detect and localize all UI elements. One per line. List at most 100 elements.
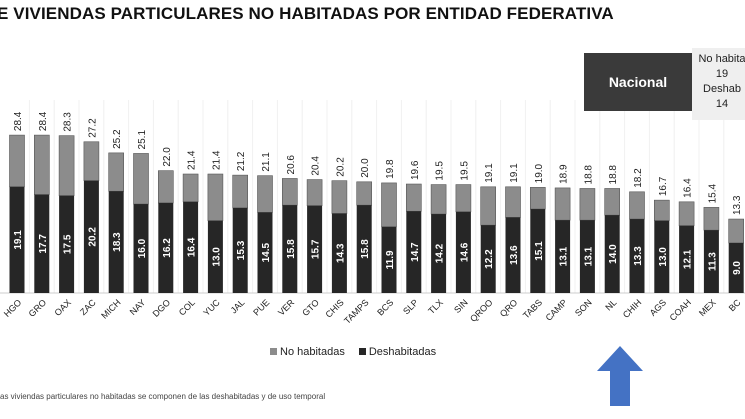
total-label: 16.4 (683, 178, 694, 198)
deshabitadas-label: 15.8 (286, 239, 297, 259)
deshabitadas-label: 9.0 (732, 261, 743, 275)
total-label: 21.4 (187, 150, 198, 170)
deshabitadas-label: 17.7 (38, 234, 49, 254)
deshabitadas-label: 14.7 (410, 242, 421, 262)
bar-no-habitadas (207, 173, 224, 222)
bar-no-habitadas (356, 181, 373, 206)
bar-no-habitadas (306, 179, 323, 207)
nacional-line: No habita (698, 53, 745, 65)
total-label: 28.4 (38, 111, 49, 131)
bar-deshabitadas (183, 201, 199, 293)
deshabitadas-label: 15.1 (534, 241, 545, 261)
bar-no-habitadas (480, 186, 497, 226)
bar-deshabitadas (381, 226, 397, 293)
total-label: 20.2 (335, 157, 346, 177)
deshabitadas-label: 15.3 (236, 240, 247, 260)
bar-no-habitadas (58, 135, 75, 196)
bar-deshabitadas (679, 225, 695, 293)
category-label: MICH (99, 297, 122, 320)
total-label: 25.2 (112, 129, 123, 149)
deshabitadas-label: 15.8 (360, 239, 371, 259)
nacional-button[interactable]: Nacional (584, 53, 692, 111)
bar-deshabitadas (480, 225, 496, 293)
bar-deshabitadas (282, 205, 298, 293)
bar-deshabitadas (703, 230, 719, 293)
category-label: CHIS (324, 297, 346, 319)
bar-deshabitadas (232, 207, 248, 293)
deshabitadas-label: 14.2 (435, 243, 446, 263)
total-label: 19.5 (459, 161, 470, 181)
deshabitadas-label: 19.1 (13, 230, 24, 250)
total-label: 19.6 (410, 160, 421, 180)
deshabitadas-label: 11.3 (707, 252, 718, 271)
bar-no-habitadas (505, 186, 521, 218)
footnote: as viviendas particulares no habitadas s… (0, 392, 326, 401)
bar-deshabitadas (431, 214, 447, 293)
deshabitadas-label: 13.1 (583, 246, 594, 266)
bar-deshabitadas (59, 195, 75, 293)
total-label: 16.7 (658, 176, 669, 196)
category-label: YUC (201, 297, 222, 318)
bar-deshabitadas (207, 220, 223, 293)
bar-deshabitadas (158, 202, 174, 293)
legend: No habitadas Deshabitadas (270, 346, 436, 358)
bar-no-habitadas (430, 184, 447, 215)
bar-no-habitadas (158, 170, 174, 204)
total-label: 13.3 (732, 195, 743, 215)
deshabitadas-label: 15.7 (311, 239, 322, 259)
bar-no-habitadas (33, 134, 50, 195)
bar-no-habitadas (108, 152, 124, 192)
category-label: QROO (468, 297, 495, 324)
bar-no-habitadas (9, 134, 25, 188)
category-label: CHIH (621, 297, 644, 320)
total-label: 22.0 (162, 147, 173, 167)
total-label: 18.2 (633, 168, 644, 188)
deshabitadas-label: 20.2 (87, 227, 98, 247)
deshabitadas-label: 13.6 (509, 245, 520, 265)
bar-deshabitadas (728, 242, 744, 293)
deshabitadas-label: 14.0 (608, 244, 619, 264)
total-label: 21.4 (211, 150, 222, 170)
total-label: 19.1 (484, 163, 495, 183)
category-label: GTO (300, 297, 321, 318)
total-label: 21.1 (261, 152, 272, 172)
deshabitadas-label: 16.0 (137, 238, 148, 258)
category-label: PUE (251, 297, 271, 317)
category-label: COAH (668, 297, 693, 322)
nacional-panel: No habita 19 Deshab 14 (692, 48, 745, 120)
bar-deshabitadas (34, 194, 50, 293)
category-label: NL (603, 297, 618, 312)
deshabitadas-label: 13.0 (211, 247, 222, 267)
deshabitadas-label: 18.3 (112, 232, 123, 252)
deshabitadas-label: 16.4 (187, 237, 198, 257)
legend-item-no-habitadas: No habitadas (270, 346, 345, 358)
deshabitadas-label: 12.2 (484, 249, 495, 269)
bar-no-habitadas (182, 173, 199, 203)
category-label: QRO (498, 297, 520, 319)
nacional-label: Nacional (608, 74, 668, 90)
legend-swatch (270, 348, 277, 355)
bar-deshabitadas (307, 205, 323, 293)
bar-no-habitadas (554, 187, 571, 221)
deshabitadas-label: 13.1 (559, 246, 570, 266)
category-label: COL (177, 297, 197, 317)
total-label: 25.1 (137, 130, 148, 150)
bar-no-habitadas (455, 184, 472, 213)
category-label: TLX (426, 297, 445, 316)
total-label: 19.8 (385, 159, 396, 179)
total-label: 18.9 (559, 164, 570, 184)
nacional-line: 19 (715, 68, 729, 80)
bar-deshabitadas (133, 204, 149, 293)
bar-no-habitadas (381, 182, 397, 228)
nacional-line: Deshab (703, 83, 741, 95)
bar-no-habitadas (281, 178, 298, 206)
category-label: HGO (2, 297, 24, 319)
deshabitadas-label: 13.3 (633, 246, 644, 266)
category-label: NAY (128, 297, 148, 317)
total-label: 27.2 (87, 118, 98, 138)
bar-no-habitadas (678, 201, 695, 227)
bar-deshabitadas (455, 211, 471, 293)
total-label: 15.4 (707, 183, 718, 203)
category-label: VER (276, 297, 297, 318)
